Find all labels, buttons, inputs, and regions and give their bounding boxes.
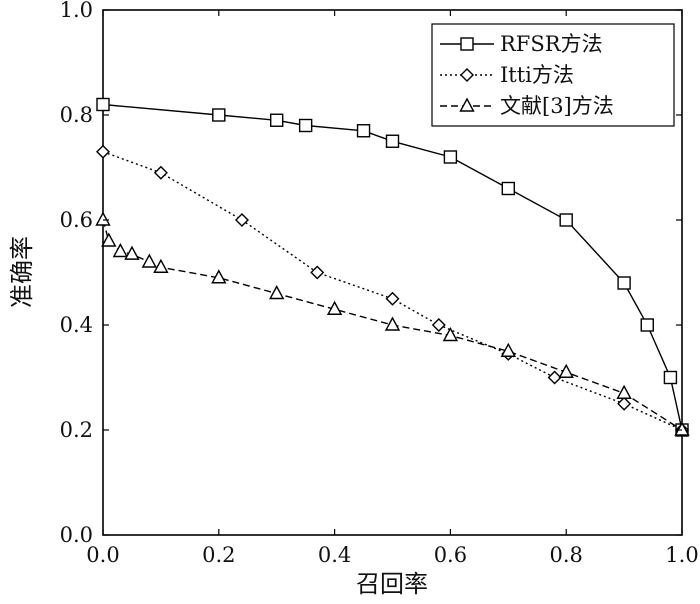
data-point xyxy=(443,150,458,164)
legend-marker xyxy=(460,37,474,51)
y-tick-label: 1.0 xyxy=(60,0,93,22)
data-point xyxy=(95,211,111,226)
x-tick-label: 0.8 xyxy=(549,543,582,567)
data-point xyxy=(356,124,371,138)
data-point xyxy=(212,108,226,122)
data-point xyxy=(326,300,343,315)
series-2 xyxy=(96,144,689,437)
data-point xyxy=(385,291,400,306)
data-point xyxy=(141,253,157,268)
series-3 xyxy=(95,211,690,436)
data-point xyxy=(501,181,515,196)
x-tick-label: 0.6 xyxy=(434,543,467,567)
series-layer xyxy=(95,97,690,437)
x-tick-label: 0.2 xyxy=(202,543,235,567)
y-axis-title: 准确率 xyxy=(8,236,36,308)
data-point xyxy=(384,316,401,331)
x-tick-label: 1.0 xyxy=(665,543,698,567)
legend-label: RFSR方法 xyxy=(500,32,603,56)
plot-frame xyxy=(102,9,683,536)
tick-layer: 0.0 0.2 0.4 0.6 0.8 1.0 0.0 0.2 0.4 0.6 0.8 1.0 xyxy=(60,0,699,567)
data-point xyxy=(101,232,117,247)
data-point xyxy=(674,421,690,436)
data-point xyxy=(431,318,446,332)
data-point xyxy=(96,97,110,112)
y-tick-label: 0.2 xyxy=(60,418,93,442)
data-point xyxy=(616,384,632,399)
y-tick-label: 0.4 xyxy=(60,313,93,337)
data-point xyxy=(640,318,654,332)
data-point xyxy=(500,342,516,357)
data-point xyxy=(153,258,169,273)
legend-marker xyxy=(459,97,475,112)
x-tick-label: 0.0 xyxy=(86,543,119,567)
data-point xyxy=(270,113,284,127)
y-tick-label: 0.6 xyxy=(60,208,93,232)
legend-label: Itti方法 xyxy=(500,63,574,87)
series-line xyxy=(102,103,683,431)
series-1 xyxy=(96,97,689,437)
x-axis-title: 召回率 xyxy=(356,570,428,598)
data-point xyxy=(310,265,325,280)
data-point xyxy=(298,118,313,133)
data-point xyxy=(442,327,459,342)
legend-label: 文献[3]方法 xyxy=(500,94,614,118)
data-point xyxy=(269,285,285,300)
data-point xyxy=(153,165,168,180)
data-point xyxy=(617,396,632,411)
data-point xyxy=(234,213,249,227)
data-point xyxy=(112,243,129,258)
data-point xyxy=(558,363,574,378)
legend-marker xyxy=(460,68,474,82)
data-point xyxy=(559,213,573,227)
y-tick-label: 0.8 xyxy=(60,103,93,127)
data-point xyxy=(617,276,631,290)
data-point xyxy=(663,370,678,385)
data-point xyxy=(547,370,562,385)
x-tick-label: 0.4 xyxy=(318,543,351,567)
data-point xyxy=(96,144,110,159)
data-point xyxy=(385,134,400,148)
series-line xyxy=(102,151,683,431)
y-tick-label: 0.0 xyxy=(60,523,93,547)
data-point xyxy=(211,269,227,284)
data-point xyxy=(124,245,140,260)
